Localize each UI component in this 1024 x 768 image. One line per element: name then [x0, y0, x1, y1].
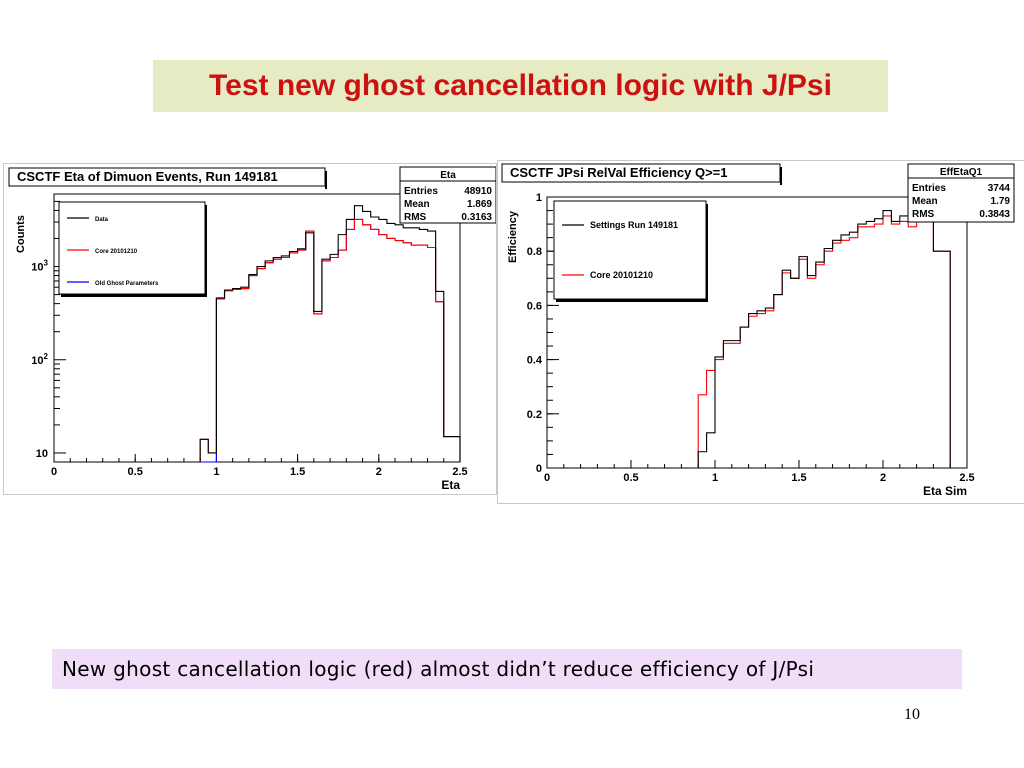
page-number: 10	[904, 706, 920, 723]
stats-title: Eta	[440, 170, 456, 181]
stats-label: RMS	[912, 209, 935, 220]
stats-label: Entries	[404, 186, 438, 197]
x-tick-label: 0	[544, 472, 550, 484]
y-tick-label: 103	[31, 259, 48, 274]
slide-title: Test new ghost cancellation logic with J…	[209, 69, 832, 102]
x-tick-label: 0.5	[128, 466, 143, 478]
stats-value: 48910	[464, 186, 492, 197]
y-tick-label: 0.6	[527, 300, 542, 312]
legend-box	[58, 201, 206, 295]
x-tick-label: 1.5	[290, 466, 305, 478]
eta-histogram-panel: CSCTF Eta of Dimuon Events, Run 149181 0 0…	[3, 163, 497, 495]
x-tick-label: 2.5	[452, 466, 467, 478]
slide-title-box: Test new ghost cancellation logic with J…	[153, 60, 888, 112]
y-axis-label: Efficiency	[507, 210, 519, 263]
chart-title-shadow	[325, 171, 327, 189]
legend-label: Core 20101210	[590, 270, 653, 280]
y-tick-label: 0	[536, 463, 542, 475]
y-tick-label: 10	[36, 448, 48, 460]
stats-value: 3744	[988, 183, 1011, 194]
legend-label: Data	[95, 217, 109, 223]
chart-title: CSCTF Eta of Dimuon Events, Run 149181	[17, 169, 278, 184]
legend-box	[553, 200, 707, 300]
stats-value: 1.79	[991, 196, 1011, 207]
x-tick-label: 1	[712, 472, 718, 484]
x-tick-label: 1	[213, 466, 219, 478]
chart-title-shadow	[780, 167, 782, 185]
chart-title: CSCTF JPsi RelVal Efficiency Q>=1	[510, 165, 727, 180]
eta-histogram-chart: CSCTF Eta of Dimuon Events, Run 149181 0 0…	[8, 166, 497, 492]
y-tick-label: 0.4	[527, 355, 543, 367]
x-tick-label: 0	[51, 466, 57, 478]
stats-label: Mean	[404, 199, 430, 210]
caption-text: New ghost cancellation logic (red) almos…	[62, 657, 815, 681]
efficiency-histogram-panel: CSCTF JPsi RelVal Efficiency Q>=1 0 0.5 1 1.…	[497, 160, 1024, 504]
caption-box: New ghost cancellation logic (red) almos…	[52, 649, 962, 689]
plot-frame	[53, 193, 461, 463]
x-tick-label: 1.5	[791, 472, 806, 484]
x-tick-label: 2	[376, 466, 382, 478]
y-tick-label: 1	[536, 192, 542, 204]
stats-box	[907, 163, 1015, 223]
y-axis-label: Counts	[15, 215, 27, 253]
x-tick-label: 2	[880, 472, 886, 484]
series-line	[54, 205, 461, 463]
stats-label: Entries	[912, 183, 946, 194]
legend-label: Settings Run 149181	[590, 220, 678, 230]
stats-box	[399, 166, 497, 224]
stats-label: RMS	[404, 212, 427, 223]
stats-value: 1.869	[467, 199, 492, 210]
stats-label: Mean	[912, 196, 938, 207]
y-tick-label: 102	[31, 352, 48, 367]
x-tick-label: 0.5	[623, 472, 638, 484]
stats-value: 0.3843	[979, 209, 1010, 220]
x-axis-label: Eta	[441, 478, 460, 492]
x-axis-label: Eta Sim	[923, 484, 967, 498]
legend-label: Core 20101210	[95, 249, 138, 255]
y-tick-label: 0.2	[527, 409, 542, 421]
efficiency-histogram-chart: CSCTF JPsi RelVal Efficiency Q>=1 0 0.5 1 1.…	[501, 163, 1015, 498]
x-tick-label: 2.5	[959, 472, 974, 484]
stats-title: EffEtaQ1	[940, 167, 983, 178]
y-tick-label: 0.8	[527, 246, 542, 258]
legend-label: Old Ghost Parameters	[95, 281, 159, 287]
stats-value: 0.3163	[461, 212, 492, 223]
